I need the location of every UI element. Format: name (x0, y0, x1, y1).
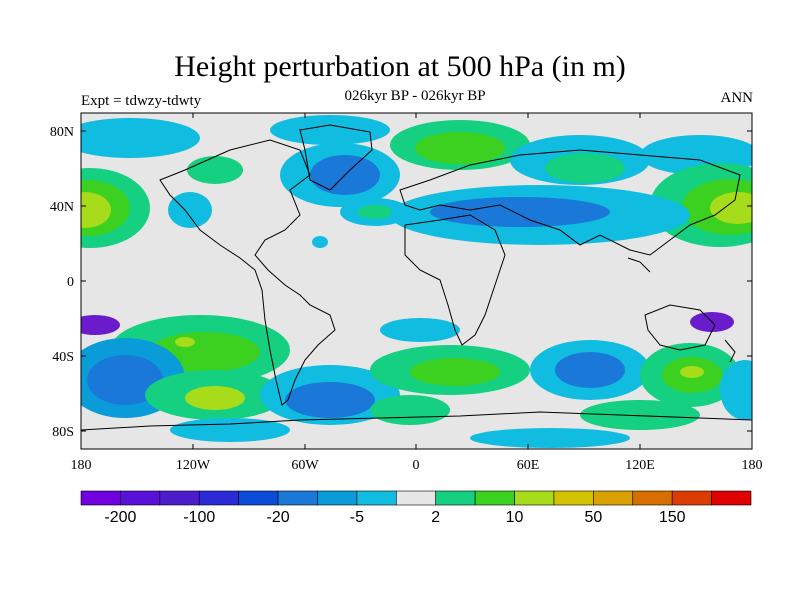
contour-green-siberia (545, 153, 625, 183)
colorbar-swatch (80, 490, 121, 506)
lon-tick-label: 60E (517, 458, 540, 473)
season-label: ANN (720, 90, 754, 106)
lon-tick-label: 0 (413, 458, 420, 473)
colorbar-swatch (553, 490, 594, 506)
coast-greenland (299, 124, 373, 191)
lat-tick-label: 0 (67, 275, 74, 290)
contour-deep-blue-south-pacific-west (87, 355, 163, 405)
contour-blue-arctic-canada (270, 115, 390, 145)
colorbar-swatch (395, 490, 437, 506)
lon-tick-label: 180 (742, 458, 763, 473)
colorbar-swatch (474, 490, 515, 506)
colorbar: -200 -100 -20 -5 2 10 50 150 (80, 490, 752, 526)
map-field (81, 113, 752, 449)
coast-philippines (627, 257, 651, 273)
colorbar-swatch (317, 490, 358, 506)
colorbar-swatch (671, 490, 712, 506)
contour-deep-blue-eurasia (430, 197, 610, 227)
colorbar-label: 10 (506, 509, 524, 526)
contour-blue-south-atlantic-north (380, 318, 460, 342)
colorbar-label: -200 (104, 509, 136, 526)
contour-purple-south-pacific (81, 315, 120, 335)
colorbar-label: 50 (584, 509, 602, 526)
coast-new-zealand (724, 339, 736, 363)
contour-green-southern-indian (580, 400, 700, 430)
colorbar-swatch (120, 490, 161, 506)
contour-blue-north-pacific (168, 192, 212, 228)
contour-green-deep-scandinavia (415, 132, 505, 164)
contour-yellow-south-pacific (175, 337, 195, 347)
colorbar-label: -100 (183, 509, 215, 526)
contour-yellow-australia (680, 366, 704, 378)
colorbar-swatch (514, 490, 555, 506)
contour-blue-arctic-pacific (81, 118, 200, 158)
colorbar-swatch (198, 490, 239, 506)
map-subtitle: 026kyr BP - 026kyr BP (344, 88, 486, 104)
contour-yellow-north-pacific-east (710, 192, 752, 224)
lon-tick-label: 180 (71, 458, 92, 473)
contour-blue-small-atlantic (312, 236, 328, 248)
colorbar-label: 150 (659, 509, 686, 526)
contour-green-deep-south-africa (410, 358, 500, 386)
lon-tick-label: 120E (625, 458, 655, 473)
lon-tick-label: 120W (176, 458, 211, 473)
colorbar-swatch (238, 490, 279, 506)
colorbar-swatch (159, 490, 200, 506)
lat-tick-label: 40N (50, 200, 74, 215)
contour-green-southern-ocean (370, 395, 450, 425)
contour-green-atlantic (357, 205, 393, 219)
map-title: Height perturbation at 500 hPa (in m) (174, 50, 626, 83)
coast-americas (159, 139, 336, 406)
colorbar-swatch (356, 490, 397, 506)
contour-blue-antarctic (170, 418, 290, 442)
coast-africa (404, 214, 506, 346)
contour-blue-new-zealand (720, 360, 752, 420)
lon-tick-label: 60W (291, 458, 319, 473)
colorbar-label: -5 (350, 509, 364, 526)
colorbar-swatch (435, 490, 476, 506)
lat-tick-label: 40S (52, 350, 74, 365)
lat-tick-label: 80N (50, 125, 74, 140)
contour-deep-blue-indian-ocean (555, 352, 625, 388)
colorbar-label: -20 (266, 509, 289, 526)
latitude-ticks: 80N 40N 0 40S 80S (50, 125, 752, 440)
colorbar-swatch (277, 490, 318, 506)
lat-tick-label: 80S (52, 425, 74, 440)
coast-eurasia (399, 149, 741, 256)
contour-yellow-north-pacific-west (81, 192, 111, 228)
contour-blue-antarctic-east (470, 428, 630, 448)
contour-yellow-south-pacific-central (185, 386, 245, 410)
coast-antarctica (81, 411, 752, 431)
colorbar-swatch (711, 490, 752, 506)
colorbar-swatch (632, 490, 673, 506)
colorbar-label: 2 (431, 509, 440, 526)
longitude-ticks: 180 120W 60W 0 60E 120E 180 (71, 113, 763, 473)
contour-deep-blue-south-atlantic (285, 382, 375, 418)
coast-australia (644, 304, 716, 351)
contour-green-alaska (187, 156, 243, 184)
coastlines (81, 124, 752, 431)
colorbar-swatch (593, 490, 634, 506)
experiment-label: Expt = tdwzy-tdwty (81, 93, 202, 109)
